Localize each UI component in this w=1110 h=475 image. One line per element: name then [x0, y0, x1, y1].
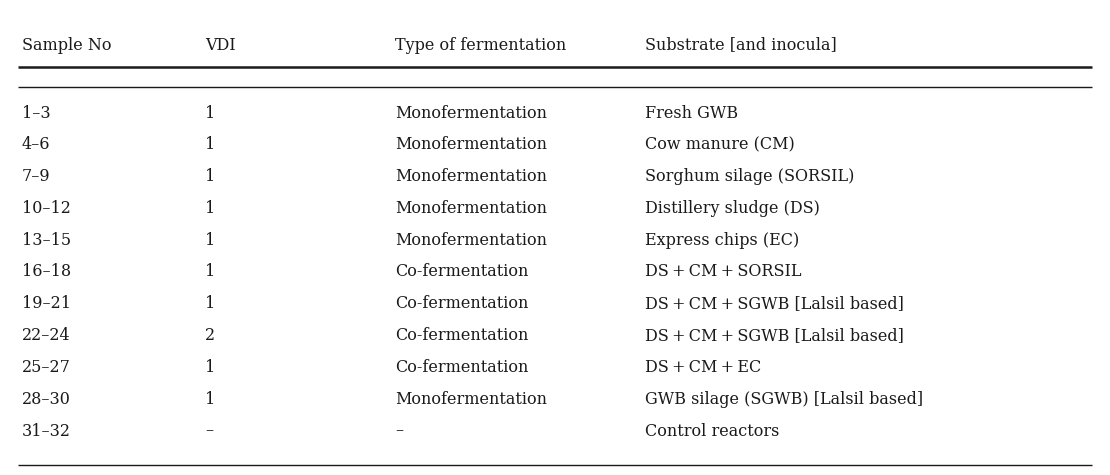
- Text: Sorghum silage (SORSIL): Sorghum silage (SORSIL): [645, 168, 855, 185]
- Text: Sample No: Sample No: [22, 37, 111, 54]
- Text: Monofermentation: Monofermentation: [395, 136, 547, 153]
- Text: Co-fermentation: Co-fermentation: [395, 264, 528, 281]
- Text: Monofermentation: Monofermentation: [395, 232, 547, 249]
- Text: 1: 1: [205, 264, 215, 281]
- Text: Co-fermentation: Co-fermentation: [395, 359, 528, 376]
- Text: 2: 2: [205, 327, 215, 344]
- Text: 19–21: 19–21: [22, 295, 71, 312]
- Text: 10–12: 10–12: [22, 200, 71, 217]
- Text: Monofermentation: Monofermentation: [395, 200, 547, 217]
- Text: Co-fermentation: Co-fermentation: [395, 295, 528, 312]
- Text: 7–9: 7–9: [22, 168, 51, 185]
- Text: 22–24: 22–24: [22, 327, 71, 344]
- Text: 16–18: 16–18: [22, 264, 71, 281]
- Text: Monofermentation: Monofermentation: [395, 391, 547, 408]
- Text: DS + CM + SGWB [Lalsil based]: DS + CM + SGWB [Lalsil based]: [645, 327, 904, 344]
- Text: Cow manure (CM): Cow manure (CM): [645, 136, 795, 153]
- Text: 1: 1: [205, 104, 215, 122]
- Text: 1: 1: [205, 295, 215, 312]
- Text: GWB silage (SGWB) [Lalsil based]: GWB silage (SGWB) [Lalsil based]: [645, 391, 924, 408]
- Text: DS + CM + EC: DS + CM + EC: [645, 359, 761, 376]
- Text: 1: 1: [205, 168, 215, 185]
- Text: Type of fermentation: Type of fermentation: [395, 37, 566, 54]
- Text: 4–6: 4–6: [22, 136, 50, 153]
- Text: 25–27: 25–27: [22, 359, 71, 376]
- Text: Fresh GWB: Fresh GWB: [645, 104, 738, 122]
- Text: VDI: VDI: [205, 37, 235, 54]
- Text: DS + CM + SGWB [Lalsil based]: DS + CM + SGWB [Lalsil based]: [645, 295, 904, 312]
- Text: 31–32: 31–32: [22, 422, 71, 439]
- Text: –: –: [395, 422, 403, 439]
- Text: 1: 1: [205, 200, 215, 217]
- Text: Control reactors: Control reactors: [645, 422, 779, 439]
- Text: Monofermentation: Monofermentation: [395, 104, 547, 122]
- Text: Distillery sludge (DS): Distillery sludge (DS): [645, 200, 820, 217]
- Text: 1: 1: [205, 391, 215, 408]
- Text: –: –: [205, 422, 213, 439]
- Text: Substrate [and inocula]: Substrate [and inocula]: [645, 37, 837, 54]
- Text: 1: 1: [205, 359, 215, 376]
- Text: 13–15: 13–15: [22, 232, 71, 249]
- Text: 28–30: 28–30: [22, 391, 71, 408]
- Text: Express chips (EC): Express chips (EC): [645, 232, 799, 249]
- Text: DS + CM + SORSIL: DS + CM + SORSIL: [645, 264, 801, 281]
- Text: Co-fermentation: Co-fermentation: [395, 327, 528, 344]
- Text: 1–3: 1–3: [22, 104, 51, 122]
- Text: 1: 1: [205, 136, 215, 153]
- Text: Monofermentation: Monofermentation: [395, 168, 547, 185]
- Text: 1: 1: [205, 232, 215, 249]
